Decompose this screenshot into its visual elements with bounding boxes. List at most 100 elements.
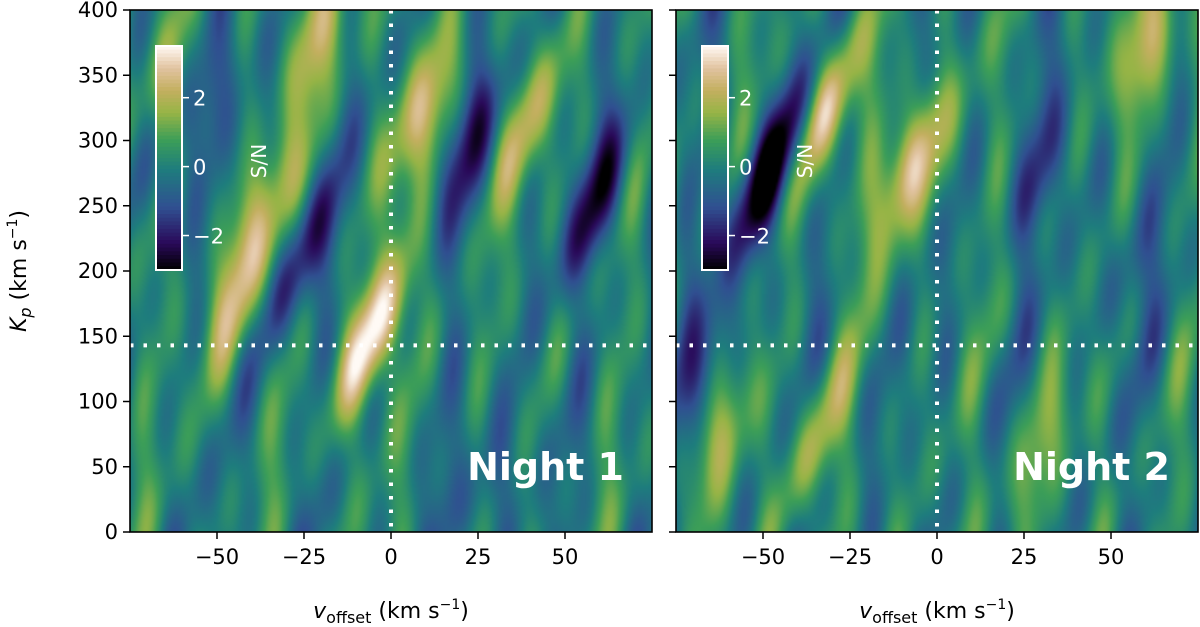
colorbar-segment — [702, 266, 728, 271]
colorbar-segment — [156, 266, 182, 271]
colorbar-segment — [702, 94, 728, 99]
y-axis-title: Kp (km s−1) — [5, 210, 35, 332]
colorbar-segment — [156, 98, 182, 103]
y-tick-label: 400 — [78, 0, 118, 22]
y-axis-night-2 — [669, 9, 676, 533]
colorbar-segment — [156, 184, 182, 189]
x-axis-title-night-2: voffset (km s−1) — [859, 597, 1015, 627]
panel-label-night-1: Night 1 — [467, 445, 624, 489]
colorbar-segment — [702, 180, 728, 185]
colorbar-segment — [156, 57, 182, 62]
panel-label-night-2: Night 2 — [1013, 445, 1170, 489]
colorbar-segment — [156, 87, 182, 92]
colorbar-segment — [702, 251, 728, 256]
colorbar-segment — [702, 128, 728, 133]
reference-lines-night-1 — [130, 10, 652, 532]
colorbar-segment — [156, 161, 182, 167]
colorbar-segment — [702, 49, 728, 55]
y-tick-label: 150 — [78, 324, 118, 348]
colorbar-segment — [702, 191, 728, 196]
colorbar-segment — [702, 64, 728, 69]
colorbar-segment — [156, 116, 182, 122]
x-tick-label: −50 — [741, 545, 785, 569]
colorbar-segment — [702, 232, 728, 237]
colorbar-segment — [156, 180, 182, 185]
colorbar-segment — [702, 139, 728, 144]
colorbar-segment — [156, 79, 182, 84]
colorbar-segment — [156, 187, 182, 193]
colorbar-segment — [156, 109, 182, 114]
colorbar-night-2: 2 0 −2 S/N — [701, 45, 817, 271]
colorbar-segment — [156, 158, 182, 163]
colorbar-segment — [702, 72, 728, 77]
colorbar-segment — [156, 240, 182, 245]
colorbar-segment — [702, 236, 728, 241]
colorbar-segment — [156, 60, 182, 66]
colorbar-tick-label: −2 — [193, 225, 224, 249]
colorbar-segment — [702, 199, 728, 204]
colorbar-segment — [156, 120, 182, 125]
colorbar-segment — [702, 109, 728, 114]
colorbar-segment — [156, 131, 182, 137]
colorbar-segment — [156, 143, 182, 148]
y-tick-label: 0 — [105, 520, 118, 544]
colorbar-segment — [156, 68, 182, 73]
colorbar-tick-label: 0 — [739, 156, 752, 180]
colorbar-segment — [156, 258, 182, 264]
colorbar-segment — [156, 232, 182, 237]
colorbar-segment — [702, 243, 728, 249]
colorbar-segment — [156, 64, 182, 69]
colorbar-segment — [156, 113, 182, 118]
colorbar-segment — [702, 79, 728, 84]
colorbar-segment — [702, 98, 728, 103]
x-tick-label: −50 — [195, 545, 239, 569]
colorbar-segment — [702, 262, 728, 267]
colorbar-segment — [156, 49, 182, 55]
colorbar-segment — [702, 90, 728, 96]
colorbar-segment — [702, 195, 728, 200]
colorbar-segment — [156, 236, 182, 241]
colorbar-segment — [702, 214, 728, 219]
x-tick-label: 0 — [384, 545, 397, 569]
colorbar-label: S/N — [247, 144, 271, 178]
colorbar-segment — [702, 150, 728, 155]
colorbar-segment — [156, 225, 182, 230]
colorbar-segment — [702, 169, 728, 174]
colorbar-segment — [156, 217, 182, 223]
colorbar-segment — [702, 258, 728, 264]
colorbar-segment — [156, 228, 182, 234]
colorbar-segment — [702, 146, 728, 152]
colorbar-segment — [156, 195, 182, 200]
colorbar-segment — [702, 206, 728, 211]
colorbar-segment — [156, 46, 182, 51]
colorbar-segment — [156, 124, 182, 129]
colorbar-segment — [156, 247, 182, 252]
colorbar-tick-label: 0 — [193, 156, 206, 180]
colorbar-segment — [156, 146, 182, 152]
colorbar-segment — [702, 202, 728, 208]
colorbar-segment — [156, 102, 182, 107]
colorbar-segment — [702, 247, 728, 252]
colorbar-segment — [702, 105, 728, 111]
colorbar-frame — [155, 45, 183, 271]
colorbar-segment — [702, 255, 728, 260]
x-axis-night-2: −50 −25 0 25 50 — [741, 532, 1124, 569]
colorbar-segment — [156, 210, 182, 215]
colorbar-segment — [702, 113, 728, 118]
colorbar-frame — [701, 45, 729, 271]
x-tick-label: 25 — [1011, 545, 1038, 569]
colorbar-segment — [702, 68, 728, 73]
colorbar-segment — [702, 161, 728, 167]
colorbar-segment — [702, 158, 728, 163]
colorbar-segment — [702, 116, 728, 122]
colorbar-segment — [702, 60, 728, 66]
colorbar-segment — [156, 94, 182, 99]
x-tick-label: 0 — [930, 545, 943, 569]
colorbar-segment — [702, 83, 728, 88]
colorbar-segment — [156, 165, 182, 170]
reference-lines-night-2 — [676, 10, 1198, 532]
y-tick-label: 250 — [78, 194, 118, 218]
y-tick-label: 50 — [91, 455, 118, 479]
y-tick-label: 200 — [78, 259, 118, 283]
